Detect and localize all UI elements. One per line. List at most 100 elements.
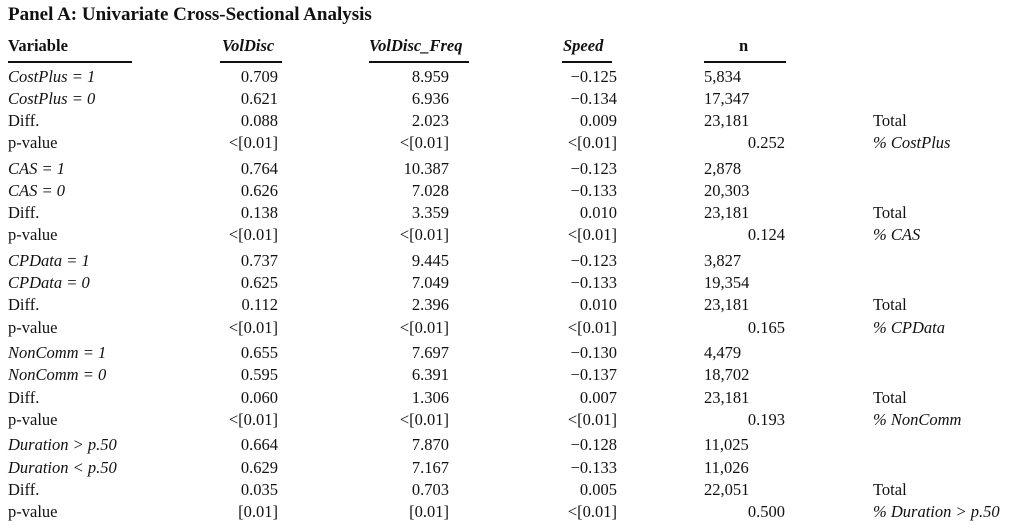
row-n: 4,479	[704, 343, 742, 363]
row-n: 23,181	[704, 203, 750, 223]
row-voldisc-freq: 6.391	[411, 365, 449, 385]
row-n: 0.165	[747, 317, 785, 337]
row-voldisc: 0.709	[240, 67, 278, 86]
header-voldisc-freq: VolDisc_Freq	[369, 36, 463, 55]
row-speed: 0.005	[579, 479, 617, 499]
row-voldisc-freq: <[0.01]	[399, 317, 449, 337]
row-right-label: Total	[873, 295, 907, 315]
row-n: 18,702	[704, 365, 750, 385]
row-voldisc: <[0.01]	[228, 225, 278, 245]
row-voldisc-freq: 7.870	[411, 435, 449, 455]
header-rule-variable	[8, 61, 132, 63]
row-variable: Diff.	[8, 203, 40, 223]
row-variable: p-value	[8, 317, 58, 337]
row-n: 0.124	[747, 225, 785, 245]
row-voldisc: 0.664	[240, 435, 278, 455]
row-speed: −0.133	[570, 181, 617, 201]
table-row: p-value <[0.01] <[0.01] <[0.01] 0.193 % NonCo…	[0, 410, 1028, 432]
row-n: 0.500	[747, 501, 785, 521]
row-voldisc: 0.764	[240, 159, 278, 179]
row-speed: 0.010	[579, 203, 617, 223]
table-row: Diff. 0.060 1.306 0.007 23,181 Total	[0, 388, 1028, 410]
row-speed: 0.010	[579, 295, 617, 315]
row-voldisc: 0.595	[240, 365, 278, 385]
table-row: p-value <[0.01] <[0.01] <[0.01] 0.252 % CostP…	[0, 133, 1028, 155]
row-variable: p-value	[8, 133, 58, 153]
row-variable: Diff.	[8, 295, 40, 315]
row-speed: −0.128	[570, 435, 617, 455]
row-speed: −0.123	[570, 159, 617, 179]
row-variable: Duration < p.50	[8, 457, 117, 477]
row-voldisc-freq: 7.167	[411, 457, 449, 477]
row-n: 11,025	[704, 435, 749, 455]
row-voldisc: 0.621	[240, 89, 278, 109]
row-speed: −0.133	[570, 273, 617, 293]
row-voldisc: 0.035	[240, 479, 278, 499]
header-speed: Speed	[563, 36, 604, 55]
row-voldisc: <[0.01]	[228, 133, 278, 153]
row-voldisc-freq: <[0.01]	[399, 133, 449, 153]
row-speed: 0.007	[579, 387, 617, 407]
row-right-label: Total	[873, 111, 907, 131]
row-variable: Diff.	[8, 387, 40, 407]
row-right-label: % NonComm	[873, 409, 962, 429]
row-variable: CPData = 1	[8, 251, 90, 271]
row-right-label: % CPData	[873, 317, 945, 337]
row-variable: NonComm = 1	[8, 343, 107, 363]
row-speed: −0.134	[570, 89, 617, 109]
row-voldisc: 0.737	[240, 251, 278, 271]
row-speed: −0.133	[570, 457, 617, 477]
row-voldisc: 0.138	[240, 203, 278, 223]
table-row: Duration > p.50 0.664 7.870 −0.128 11,025	[0, 435, 1028, 457]
row-n: 5,834	[704, 67, 742, 86]
row-n: 19,354	[704, 273, 750, 293]
row-voldisc-freq: 0.703	[411, 479, 449, 499]
header-n: n	[739, 36, 749, 55]
table-row: Diff. 0.035 0.703 0.005 22,051 Total	[0, 480, 1028, 502]
row-voldisc-freq: 6.936	[411, 89, 449, 109]
row-variable: Duration > p.50	[8, 435, 117, 455]
table-row: Diff. 0.088 2.023 0.009 23,181 Total	[0, 111, 1028, 133]
table-row: p-value <[0.01] <[0.01] <[0.01] 0.165 % CPDat…	[0, 318, 1028, 340]
row-right-label: Total	[873, 479, 907, 499]
row-voldisc-freq: <[0.01]	[399, 409, 449, 429]
row-voldisc: 0.088	[240, 111, 278, 131]
row-voldisc: 0.655	[240, 343, 278, 363]
header-rule-n	[704, 61, 786, 63]
row-n: 11,026	[704, 457, 749, 477]
table-row: CPData = 0 0.625 7.049 −0.133 19,354	[0, 273, 1028, 295]
table-row: CPData = 1 0.737 9.445 −0.123 3,827	[0, 251, 1028, 273]
row-voldisc-freq: 3.359	[411, 203, 449, 223]
row-speed: −0.125	[570, 67, 617, 86]
row-voldisc-freq: 7.028	[411, 181, 449, 201]
row-speed: −0.137	[570, 365, 617, 385]
row-n: 0.252	[747, 133, 785, 153]
row-variable: CostPlus = 0	[8, 89, 96, 109]
row-speed: −0.130	[570, 343, 617, 363]
row-right-label: % Duration > p.50	[873, 501, 1000, 521]
row-voldisc-freq: 7.697	[411, 343, 449, 363]
row-speed: −0.123	[570, 251, 617, 271]
row-right-label: Total	[873, 203, 907, 223]
row-voldisc: [0.01]	[238, 501, 278, 521]
row-voldisc: 0.629	[240, 457, 278, 477]
row-variable: p-value	[8, 409, 58, 429]
table-row: NonComm = 1 0.655 7.697 −0.130 4,479	[0, 343, 1028, 365]
table-row: Diff. 0.138 3.359 0.010 23,181 Total	[0, 203, 1028, 225]
table-row: CostPlus = 0 0.621 6.936 −0.134 17,347	[0, 89, 1028, 111]
row-voldisc-freq: 1.306	[411, 387, 449, 407]
header-rule-voldisc	[220, 61, 282, 63]
row-n: 20,303	[704, 181, 750, 201]
row-voldisc-freq: 2.396	[411, 295, 449, 315]
row-voldisc: <[0.01]	[228, 317, 278, 337]
row-n: 23,181	[704, 111, 750, 131]
row-variable: CAS = 0	[8, 181, 65, 201]
row-voldisc-freq: 10.387	[403, 159, 449, 179]
row-n: 0.193	[747, 409, 785, 429]
row-right-label: Total	[873, 387, 907, 407]
row-voldisc-freq: 9.445	[411, 251, 449, 271]
header-rule-voldisc-freq	[369, 61, 469, 63]
header-variable: Variable	[8, 36, 68, 55]
row-n: 2,878	[704, 159, 742, 179]
table-row: Duration < p.50 0.629 7.167 −0.133 11,026	[0, 458, 1028, 480]
